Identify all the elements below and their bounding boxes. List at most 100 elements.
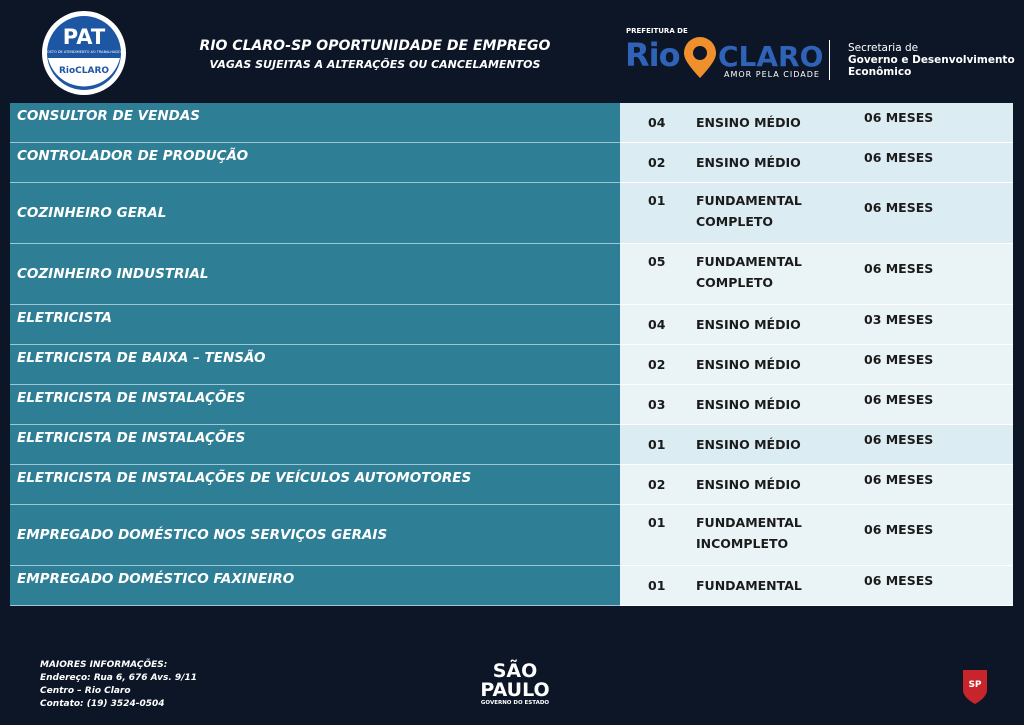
schooling: ENSINO MÉDIO	[696, 354, 801, 375]
table-row: ELETRICISTA DE INSTALAÇÕES DE VEÍCULOS A…	[10, 465, 1013, 505]
row-details: 01 FUNDAMENTAL INCOMPLETO 06 MESES	[620, 505, 1013, 566]
divider	[829, 40, 830, 80]
secretaria-line: Secretaria de	[848, 42, 919, 54]
row-details: 04 ENSINO MÉDIO 06 MESES	[620, 103, 1013, 143]
schooling: FUNDAMENTAL COMPLETO	[696, 190, 802, 232]
schooling-line: INCOMPLETO	[696, 536, 789, 551]
arms-text: SP	[968, 680, 981, 690]
row-details: 01 ENSINO MÉDIO 06 MESES	[620, 425, 1013, 465]
role: ELETRICISTA DE INSTALAÇÕES DE VEÍCULOS A…	[10, 465, 620, 505]
schooling-line: FUNDAMENTAL	[696, 515, 802, 530]
rio: Rio	[625, 36, 681, 74]
claro: CLARO	[718, 40, 824, 73]
duration: 06 MESES	[864, 352, 934, 367]
schooling: ENSINO MÉDIO	[696, 112, 801, 133]
schooling-line: ENSINO MÉDIO	[696, 115, 801, 130]
quantity: 01	[648, 437, 666, 452]
pat-text: PAT	[63, 25, 106, 49]
table-row: ELETRICISTA DE INSTALAÇÕES 03 ENSINO MÉDIO…	[10, 385, 1013, 425]
quantity: 01	[648, 193, 666, 208]
schooling-line: ENSINO MÉDIO	[696, 357, 801, 372]
schooling-line: FUNDAMENTAL	[696, 193, 802, 208]
role: COZINHEIRO INDUSTRIAL	[10, 244, 620, 305]
coat-of-arms: SP	[963, 670, 987, 704]
schooling-line: ENSINO MÉDIO	[696, 437, 801, 452]
role: CONTROLADOR DE PRODUÇÃO	[10, 143, 620, 183]
info-line: MAIORES INFORMAÇÕES:	[40, 660, 168, 670]
schooling: ENSINO MÉDIO	[696, 474, 801, 495]
footer-info: MAIORES INFORMAÇÕES: Endereço: Rua 6, 676…	[40, 659, 197, 711]
quantity: 03	[648, 397, 666, 412]
duration: 06 MESES	[864, 573, 934, 588]
table-row: CONTROLADOR DE PRODUÇÃO 02 ENSINO MÉDIO 06 …	[10, 143, 1013, 183]
info-line: Endereço: Rua 6, 676 Avs. 9/11	[40, 673, 198, 683]
row-details: 03 ENSINO MÉDIO 06 MESES	[620, 385, 1013, 425]
schooling-line: FUNDAMENTAL	[696, 578, 802, 593]
row-details: 05 FUNDAMENTAL COMPLETO 06 MESES	[620, 244, 1013, 305]
table-row: EMPREGADO DOMÉSTICO FAXINEIRO 01 FUNDAMENT…	[10, 566, 1013, 606]
secretaria: Secretaria de Governo e Desenvolvimento Ec…	[848, 42, 1015, 78]
role: COZINHEIRO GERAL	[10, 183, 620, 244]
schooling-line: ENSINO MÉDIO	[696, 155, 801, 170]
pin-icon	[684, 37, 716, 78]
role: CONSULTOR DE VENDAS	[10, 103, 620, 143]
quantity: 04	[648, 115, 666, 130]
table-row: COZINHEIRO GERAL 01 FUNDAMENTAL COMPLETO 06 …	[10, 183, 1013, 244]
duration: 06 MESES	[864, 472, 934, 487]
sp-bottom: PAULO	[480, 679, 550, 701]
duration: 06 MESES	[864, 261, 934, 276]
schooling-line: ENSINO MÉDIO	[696, 477, 801, 492]
duration: 06 MESES	[864, 432, 934, 447]
info-line: Centro – Rio Claro	[40, 686, 131, 696]
row-details: 02 ENSINO MÉDIO 06 MESES	[620, 345, 1013, 385]
info-line: Contato: (19) 3524-0504	[40, 699, 165, 709]
duration: 03 MESES	[864, 312, 934, 327]
schooling: FUNDAMENTAL	[696, 575, 802, 596]
schooling-line: COMPLETO	[696, 214, 774, 229]
schooling-line: ENSINO MÉDIO	[696, 317, 801, 332]
row-details: 02 ENSINO MÉDIO 06 MESES	[620, 465, 1013, 505]
secretaria-line: Econômico	[848, 66, 912, 78]
schooling: ENSINO MÉDIO	[696, 394, 801, 415]
role: EMPREGADO DOMÉSTICO NOS SERVIÇOS GERAIS	[10, 505, 620, 566]
table-row: CONSULTOR DE VENDAS 04 ENSINO MÉDIO 06 MESE…	[10, 103, 1013, 143]
sp-caption: GOVERNO DO ESTADO	[480, 700, 550, 706]
quantity: 02	[648, 155, 666, 170]
pat-city: RioCLARO	[59, 66, 109, 76]
schooling: ENSINO MÉDIO	[696, 314, 801, 335]
quantity: 05	[648, 254, 666, 269]
schooling: ENSINO MÉDIO	[696, 434, 801, 455]
slogan: AMOR PELA CIDADE	[724, 70, 820, 79]
role: ELETRICISTA DE INSTALAÇÕES	[10, 425, 620, 465]
schooling-line: ENSINO MÉDIO	[696, 397, 801, 412]
quantity: 01	[648, 578, 666, 593]
sp-logo: SÃO PAULO GOVERNO DO ESTADO	[478, 660, 552, 707]
duration: 06 MESES	[864, 200, 934, 215]
table-row: EMPREGADO DOMÉSTICO NOS SERVIÇOS GERAIS 0…	[10, 505, 1013, 566]
schooling: ENSINO MÉDIO	[696, 152, 801, 173]
role: ELETRICISTA DE BAIXA – TENSÃO	[10, 345, 620, 385]
duration: 06 MESES	[864, 392, 934, 407]
role: ELETRICISTA	[10, 305, 620, 345]
role: EMPREGADO DOMÉSTICO FAXINEIRO	[10, 566, 620, 606]
duration: 06 MESES	[864, 150, 934, 165]
title: RIO CLARO-SP OPORTUNIDADE DE EMPREGO	[199, 38, 551, 54]
duration: 06 MESES	[864, 522, 934, 537]
table-row: COZINHEIRO INDUSTRIAL 05 FUNDAMENTAL COMPLE…	[10, 244, 1013, 305]
quantity: 04	[648, 317, 666, 332]
duration: 06 MESES	[864, 110, 934, 125]
subtitle: VAGAS SUJEITAS A ALTERAÇÕES OU CANCELAME…	[209, 58, 541, 71]
row-details: 01 FUNDAMENTAL COMPLETO 06 MESES	[620, 183, 1013, 244]
row-details: 02 ENSINO MÉDIO 06 MESES	[620, 143, 1013, 183]
schooling-line: COMPLETO	[696, 275, 774, 290]
row-details: 01 FUNDAMENTAL 06 MESES	[620, 566, 1013, 606]
role: ELETRICISTA DE INSTALAÇÕES	[10, 385, 620, 425]
secretaria-line: Governo e Desenvolvimento	[848, 54, 1015, 66]
pat-caption: POSTO DE ATENDIMENTO AO TRABALHADOR	[45, 50, 124, 54]
sp-top: SÃO	[492, 660, 538, 682]
quantity: 02	[648, 477, 666, 492]
row-details: 04 ENSINO MÉDIO 03 MESES	[620, 305, 1013, 345]
quantity: 02	[648, 357, 666, 372]
table-row: ELETRICISTA 04 ENSINO MÉDIO 03 MESES	[10, 305, 1013, 345]
